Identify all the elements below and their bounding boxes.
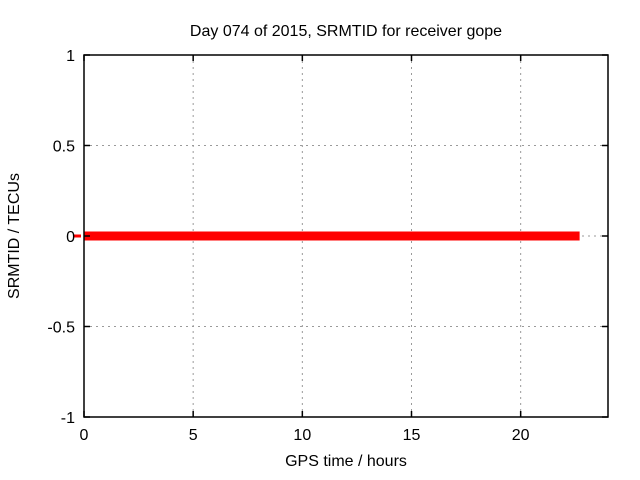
tick-label-layer: 0 5 10 15 20 1 0.5 0 -0.5 -1 [47, 48, 529, 444]
x-tick-label: 10 [293, 427, 311, 444]
y-axis-label: SRMTID / TECUs [6, 173, 23, 299]
y-tick-label: 1 [66, 48, 75, 65]
y-tick-label: 0 [66, 229, 75, 246]
y-tick-label: -1 [61, 410, 75, 427]
y-tick-label: -0.5 [47, 320, 75, 337]
chart-title: Day 074 of 2015, SRMTID for receiver gop… [190, 23, 502, 40]
x-tick-label: 0 [80, 427, 89, 444]
y-tick-label: 0.5 [53, 139, 75, 156]
axis-layer [83, 54, 609, 418]
x-tick-label: 20 [512, 427, 530, 444]
x-axis-label: GPS time / hours [285, 453, 407, 470]
x-tick-label: 15 [403, 427, 421, 444]
x-tick-label: 5 [189, 427, 198, 444]
